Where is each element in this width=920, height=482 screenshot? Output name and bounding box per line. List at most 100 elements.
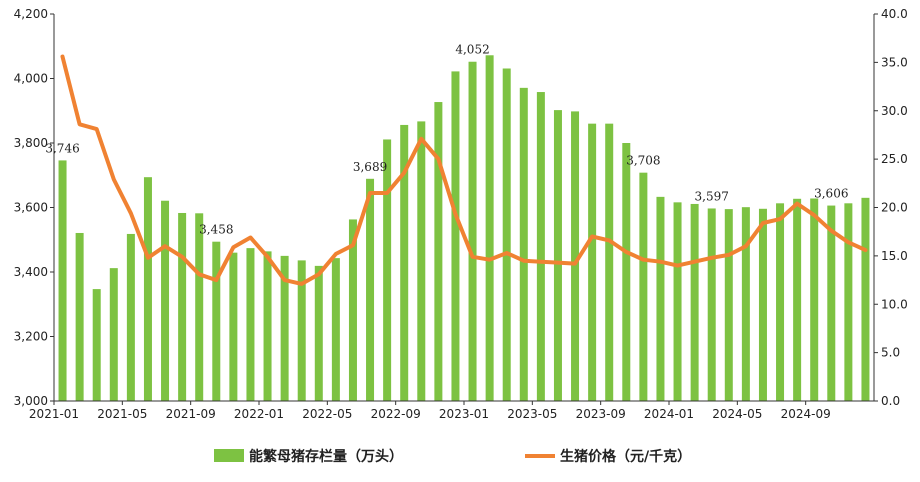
price-point-2023-10 <box>625 250 628 254</box>
price-point-2024-04 <box>727 253 730 257</box>
legend-swatch-bars <box>214 449 244 462</box>
price-point-2023-02 <box>488 258 491 261</box>
right-tick-label: 15.0 <box>881 249 908 263</box>
bar-2021-10 <box>212 241 221 401</box>
bar-2024-04 <box>724 209 733 401</box>
bar-2023-03 <box>502 68 511 401</box>
bar-2021-05 <box>126 233 135 401</box>
price-point-2021-01 <box>61 55 64 58</box>
x-tick-label: 2023-01 <box>439 407 489 421</box>
price-point-2024-05 <box>744 245 748 248</box>
x-tick-label: 2024-01 <box>644 407 694 421</box>
price-point-2024-06 <box>761 221 765 225</box>
bar-2024-02 <box>690 203 699 401</box>
bar-2024-07 <box>776 203 785 401</box>
bar-2024-10 <box>827 205 836 401</box>
bar-2021-12 <box>246 248 255 401</box>
right-tick-label: 5.0 <box>881 346 900 360</box>
price-point-2022-09 <box>403 171 406 174</box>
bar-2023-10 <box>622 143 631 401</box>
data-label-2023-01: 4,052 <box>455 43 489 57</box>
right-tick-label: 20.0 <box>881 201 908 215</box>
bar-2024-03 <box>707 208 716 401</box>
price-point-2023-07 <box>573 262 577 265</box>
right-tick-label: 25.0 <box>881 152 908 166</box>
left-tick-label: 3,600 <box>14 201 48 215</box>
price-point-2024-01 <box>676 264 679 267</box>
bar-2021-03 <box>92 289 101 401</box>
right-tick-label: 40.0 <box>881 7 908 21</box>
x-tick-label: 2024-09 <box>781 407 831 421</box>
bar-2022-08 <box>383 139 392 401</box>
price-point-2022-04 <box>317 273 320 276</box>
bar-2022-06 <box>348 219 357 401</box>
price-point-2023-08 <box>590 235 594 238</box>
price-point-2021-05 <box>129 212 133 215</box>
price-point-2022-10 <box>420 137 423 141</box>
bar-2022-05 <box>331 258 340 401</box>
data-label-2024-10: 3,606 <box>814 187 848 201</box>
price-point-2024-03 <box>710 256 713 260</box>
x-tick-label: 2023-05 <box>507 407 557 421</box>
data-labels: 3,746 3,458 3,689 4,052 3,708 3,597 3,606 <box>45 43 848 237</box>
price-point-2022-05 <box>334 252 338 256</box>
price-point-2024-11 <box>847 241 850 244</box>
bar-2022-09 <box>400 124 409 401</box>
left-tick-label: 3,200 <box>14 330 48 344</box>
price-point-2022-06 <box>351 244 355 247</box>
price-point-2023-11 <box>642 258 645 261</box>
left-tick-label: 4,000 <box>14 72 48 86</box>
price-point-2023-05 <box>539 260 543 263</box>
bar-2023-12 <box>656 196 665 401</box>
bar-2024-08 <box>793 198 802 401</box>
price-point-2021-10 <box>215 278 218 282</box>
bar-series-sow-inventory <box>58 55 870 402</box>
x-tick-label: 2021-09 <box>166 407 216 421</box>
data-label-2021-01: 3,746 <box>45 141 79 155</box>
bar-2021-08 <box>178 212 187 401</box>
price-point-2022-08 <box>385 191 389 195</box>
price-point-2024-08 <box>795 202 799 205</box>
price-point-2024-02 <box>693 260 696 263</box>
bar-2022-01 <box>263 251 272 401</box>
price-point-2023-04 <box>522 259 525 262</box>
bar-2021-04 <box>109 268 118 401</box>
price-point-2021-11 <box>232 245 235 249</box>
x-tick-label: 2021-01 <box>29 407 79 421</box>
bar-2024-11 <box>844 203 853 401</box>
price-point-2022-03 <box>300 282 303 286</box>
left-tick-label: 4,200 <box>14 7 48 21</box>
bar-2024-06 <box>758 208 767 401</box>
x-tick-label: 2022-09 <box>371 407 421 421</box>
price-point-2024-07 <box>778 217 782 221</box>
price-point-2023-09 <box>608 239 611 242</box>
price-line <box>60 54 868 286</box>
price-point-2024-12 <box>864 248 867 252</box>
price-point-2021-02 <box>78 123 81 126</box>
bar-2022-07 <box>366 178 375 401</box>
bar-2021-07 <box>161 200 170 401</box>
bar-2023-06 <box>553 110 562 401</box>
price-point-2021-06 <box>146 256 150 260</box>
price-point-2023-03 <box>505 251 508 255</box>
x-tick-label: 2021-05 <box>97 407 147 421</box>
bar-2024-01 <box>673 202 682 401</box>
bar-2023-07 <box>571 111 580 402</box>
bar-2022-03 <box>297 260 306 401</box>
legend-label-line: 生猪价格（元/千克） <box>560 448 691 465</box>
price-point-2022-02 <box>283 278 286 282</box>
left-tick-label: 3,400 <box>14 265 48 279</box>
data-label-2023-11: 3,708 <box>626 154 660 168</box>
bar-2023-02 <box>485 55 494 401</box>
bar-2021-09 <box>195 213 204 401</box>
price-point-2021-12 <box>249 236 252 239</box>
bar-2023-11 <box>639 172 648 401</box>
data-label-2024-03: 3,597 <box>695 189 729 203</box>
data-label-2021-10: 3,458 <box>199 223 233 237</box>
line-series-hog-price <box>60 54 868 286</box>
price-point-2024-10 <box>830 229 833 232</box>
price-point-2023-01 <box>471 255 474 259</box>
bar-2023-09 <box>605 123 614 402</box>
price-point-2022-11 <box>437 157 440 161</box>
legend-label-bars: 能繁母猪存栏量（万头） <box>249 448 403 465</box>
